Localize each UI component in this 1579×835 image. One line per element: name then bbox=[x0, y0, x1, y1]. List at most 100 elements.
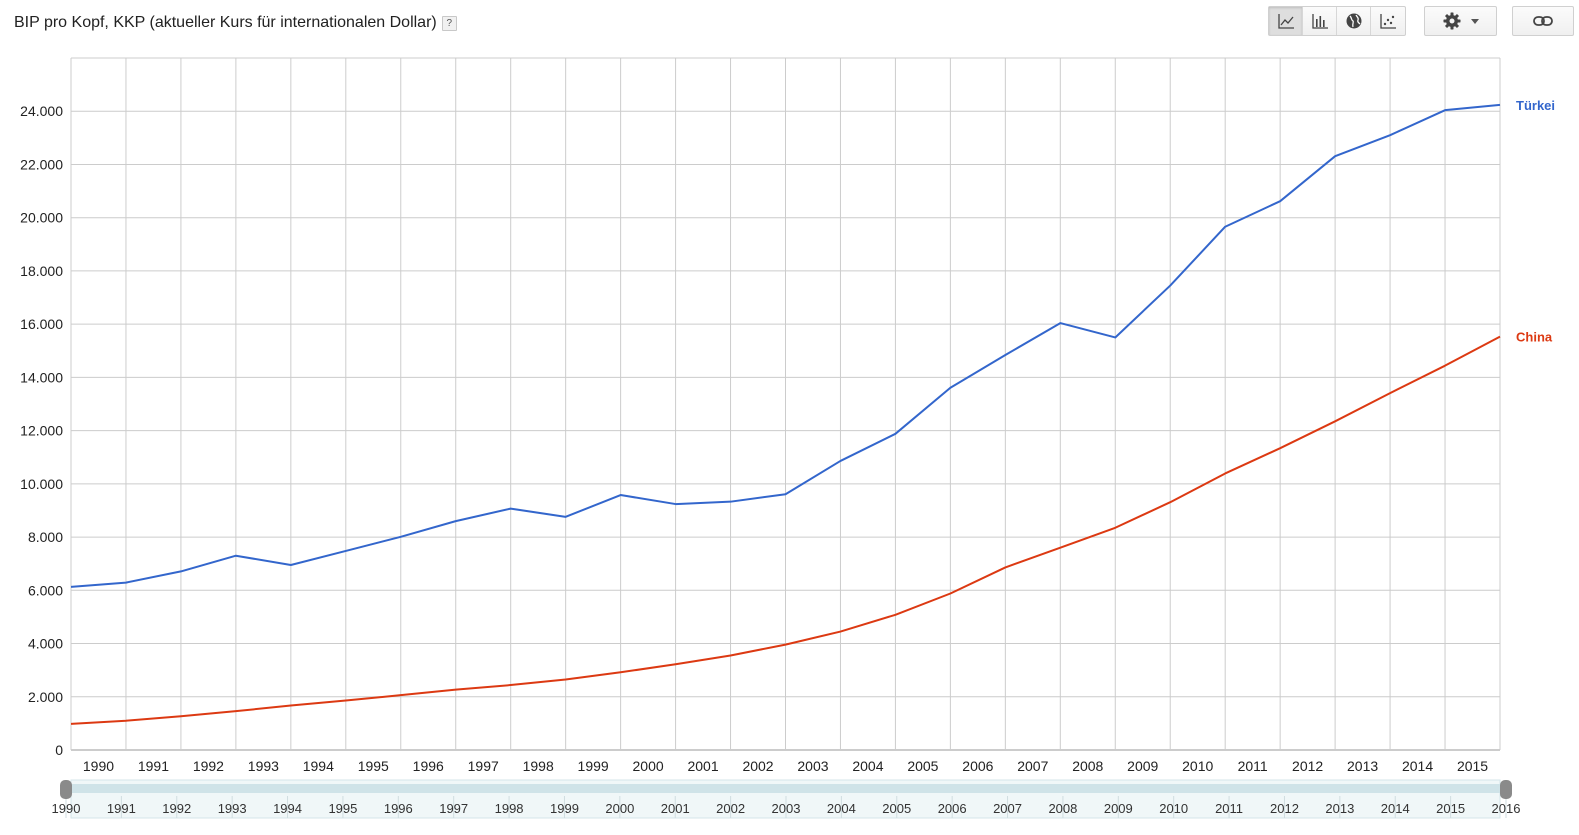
y-axis-ticks: 0 2.000 4.000 6.000 8.000 10.000 12.000 14.000 1… bbox=[20, 103, 63, 758]
y-tick-label: 10.000 bbox=[20, 476, 63, 492]
chart-type-toolbar bbox=[1268, 6, 1406, 36]
y-tick-label: 12.000 bbox=[20, 423, 63, 439]
y-tick-label: 0 bbox=[55, 742, 63, 758]
y-tick-label: 18.000 bbox=[20, 263, 63, 279]
x-tick-label: 1990 bbox=[83, 758, 114, 774]
scatter-chart-button[interactable] bbox=[1371, 7, 1405, 35]
slider-label: 2012 bbox=[1270, 801, 1299, 816]
slider-label: 1997 bbox=[439, 801, 468, 816]
slider-label: 2016 bbox=[1492, 801, 1521, 816]
globe-icon bbox=[1346, 13, 1361, 29]
y-tick-label: 20.000 bbox=[20, 210, 63, 226]
x-tick-label: 1997 bbox=[468, 758, 499, 774]
link-icon bbox=[1533, 16, 1553, 26]
slider-label: 1992 bbox=[162, 801, 191, 816]
series-labels: Türkei China bbox=[1516, 98, 1555, 345]
x-tick-label: 1998 bbox=[523, 758, 554, 774]
y-tick-label: 6.000 bbox=[28, 582, 63, 598]
settings-toolbar bbox=[1424, 6, 1497, 36]
slider-range-bar bbox=[71, 784, 1500, 793]
time-slider[interactable]: 1990 1991 1992 1993 1994 1995 1996 1997 1998 1999… bbox=[52, 779, 1521, 819]
series-label-0: Türkei bbox=[1516, 98, 1555, 113]
slider-label: 1994 bbox=[273, 801, 302, 816]
y-tick-label: 4.000 bbox=[28, 636, 63, 652]
caret-down-icon bbox=[1470, 18, 1479, 24]
x-tick-label: 2014 bbox=[1402, 758, 1433, 774]
gear-icon bbox=[1443, 12, 1460, 30]
x-tick-label: 2007 bbox=[1017, 758, 1048, 774]
x-tick-label: 1992 bbox=[193, 758, 224, 774]
slider-handle-end[interactable] bbox=[1500, 780, 1512, 799]
x-tick-label: 2006 bbox=[962, 758, 993, 774]
slider-label: 2010 bbox=[1159, 801, 1188, 816]
slider-label: 2006 bbox=[938, 801, 967, 816]
x-tick-label: 2012 bbox=[1292, 758, 1323, 774]
slider-handle-start[interactable] bbox=[60, 780, 72, 799]
chart-title: BIP pro Kopf, KKP (aktueller Kurs für in… bbox=[14, 14, 457, 32]
series-line-1 bbox=[70, 335, 1501, 725]
x-tick-label: 2009 bbox=[1127, 758, 1158, 774]
slider-label: 2013 bbox=[1325, 801, 1354, 816]
slider-label: 2014 bbox=[1381, 801, 1410, 816]
x-tick-label: 2004 bbox=[852, 758, 883, 774]
slider-label: 2005 bbox=[882, 801, 911, 816]
slider-label: 1999 bbox=[550, 801, 579, 816]
chart-header: BIP pro Kopf, KKP (aktueller Kurs für in… bbox=[0, 0, 1579, 50]
grid bbox=[70, 57, 1501, 751]
slider-label: 1993 bbox=[218, 801, 247, 816]
slider-label: 2000 bbox=[605, 801, 634, 816]
x-tick-label: 1996 bbox=[413, 758, 444, 774]
x-tick-label: 1994 bbox=[303, 758, 334, 774]
slider-label: 2002 bbox=[716, 801, 745, 816]
x-tick-label: 2013 bbox=[1347, 758, 1378, 774]
slider-label: 1991 bbox=[107, 801, 136, 816]
y-tick-label: 14.000 bbox=[20, 369, 63, 385]
y-tick-label: 2.000 bbox=[28, 689, 63, 705]
x-tick-label: 2008 bbox=[1072, 758, 1103, 774]
series-group bbox=[70, 103, 1501, 725]
map-chart-button[interactable] bbox=[1337, 7, 1371, 35]
bar-chart-button[interactable] bbox=[1303, 7, 1337, 35]
slider-label: 2007 bbox=[993, 801, 1022, 816]
line-chart-icon bbox=[1277, 14, 1294, 29]
slider-label: 2008 bbox=[1048, 801, 1077, 816]
settings-button[interactable] bbox=[1425, 7, 1496, 35]
slider-label: 2011 bbox=[1215, 801, 1243, 816]
x-tick-label: 2015 bbox=[1457, 758, 1488, 774]
y-tick-label: 16.000 bbox=[20, 316, 63, 332]
x-tick-label: 1993 bbox=[248, 758, 279, 774]
x-tick-label: 2010 bbox=[1182, 758, 1213, 774]
link-button[interactable] bbox=[1513, 7, 1573, 35]
slider-label: 1998 bbox=[495, 801, 524, 816]
scatter-icon bbox=[1380, 14, 1396, 29]
series-line-0 bbox=[70, 103, 1501, 588]
help-button[interactable]: ? bbox=[441, 16, 457, 31]
x-tick-label: 2001 bbox=[687, 758, 718, 774]
chart-title-text: BIP pro Kopf, KKP (aktueller Kurs für in… bbox=[14, 14, 437, 31]
line-chart-button[interactable] bbox=[1269, 7, 1303, 35]
x-tick-label: 2005 bbox=[907, 758, 938, 774]
slider-label: 2003 bbox=[772, 801, 801, 816]
x-tick-label: 2003 bbox=[797, 758, 828, 774]
x-tick-label: 2000 bbox=[633, 758, 664, 774]
slider-label: 1996 bbox=[384, 801, 413, 816]
series-label-1: China bbox=[1516, 330, 1553, 345]
x-tick-label: 2011 bbox=[1238, 758, 1268, 774]
x-tick-label: 1991 bbox=[138, 758, 169, 774]
slider-label: 1990 bbox=[52, 801, 81, 816]
link-toolbar bbox=[1512, 6, 1574, 36]
y-tick-label: 8.000 bbox=[28, 529, 63, 545]
x-tick-label: 1999 bbox=[578, 758, 609, 774]
x-axis-labels: 1990 1991 1992 1993 1994 1995 1996 1997 1998 1999… bbox=[83, 758, 1488, 774]
bar-chart-icon bbox=[1311, 14, 1328, 29]
slider-label: 1995 bbox=[328, 801, 357, 816]
slider-label: 2001 bbox=[661, 801, 690, 816]
y-tick-label: 22.000 bbox=[20, 156, 63, 172]
slider-label: 2004 bbox=[827, 801, 856, 816]
slider-label: 2009 bbox=[1104, 801, 1133, 816]
x-tick-label: 2002 bbox=[742, 758, 773, 774]
slider-label: 2015 bbox=[1436, 801, 1465, 816]
y-tick-label: 24.000 bbox=[20, 103, 63, 119]
x-tick-label: 1995 bbox=[358, 758, 389, 774]
